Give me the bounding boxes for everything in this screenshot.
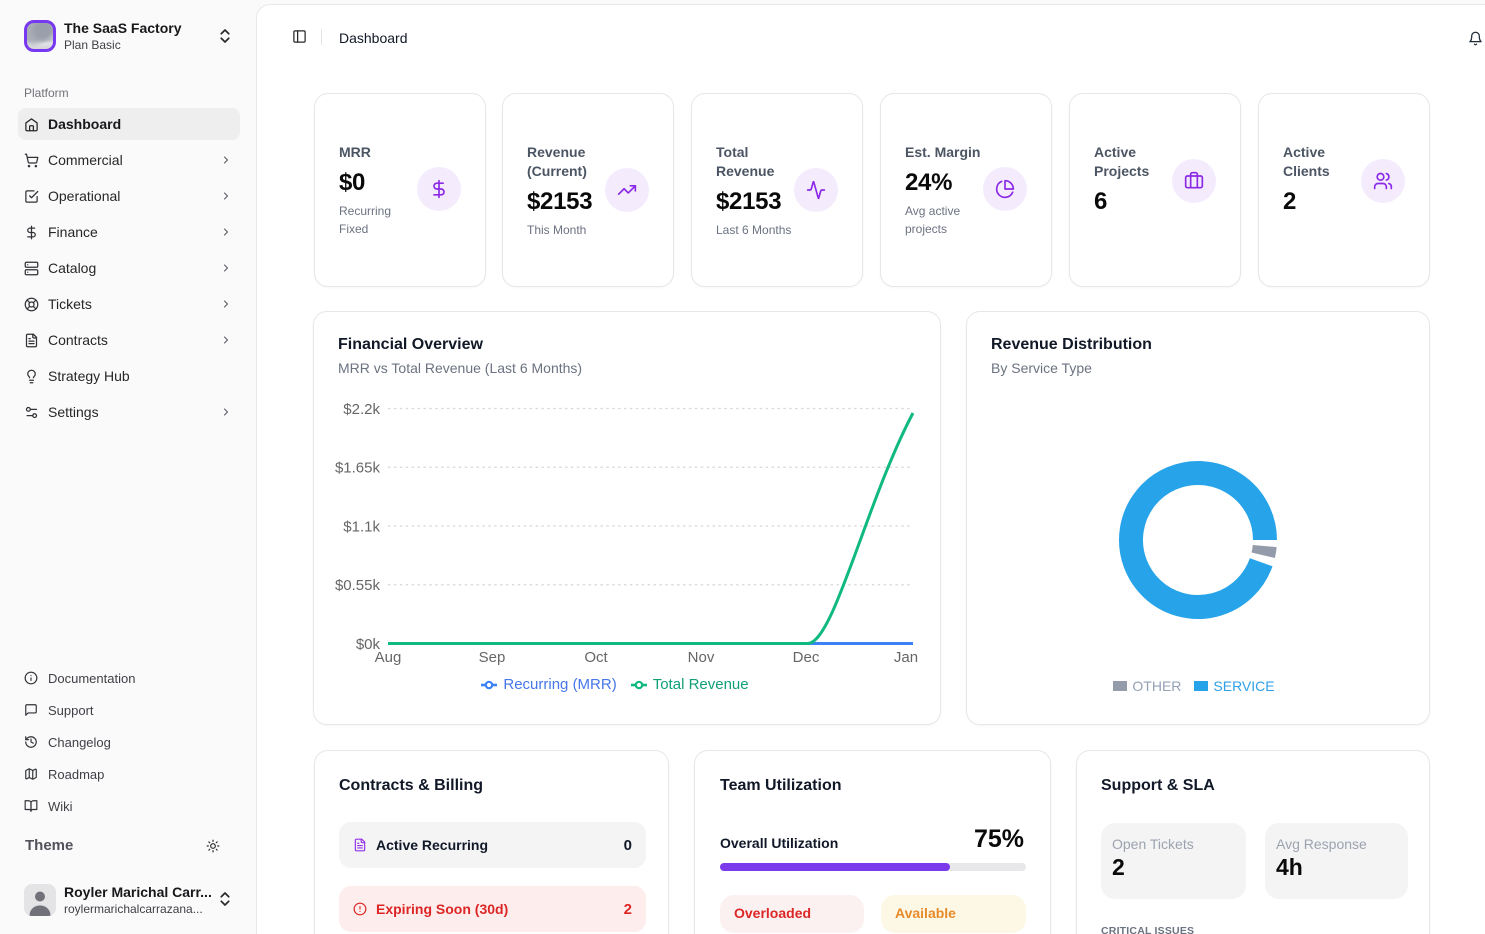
svg-text:$1.1k: $1.1k (343, 519, 380, 536)
svg-text:Nov: Nov (688, 649, 715, 666)
svg-text:Aug: Aug (375, 649, 402, 666)
svg-text:Oct: Oct (584, 649, 608, 666)
svg-text:$0k: $0k (356, 636, 381, 653)
svg-text:$2.2k: $2.2k (343, 401, 380, 418)
svg-text:Jan: Jan (894, 649, 918, 666)
svg-text:$1.65k: $1.65k (335, 460, 381, 477)
svg-text:Sep: Sep (479, 649, 506, 666)
svg-text:Dec: Dec (793, 649, 820, 666)
svg-text:$0.55k: $0.55k (335, 577, 381, 594)
